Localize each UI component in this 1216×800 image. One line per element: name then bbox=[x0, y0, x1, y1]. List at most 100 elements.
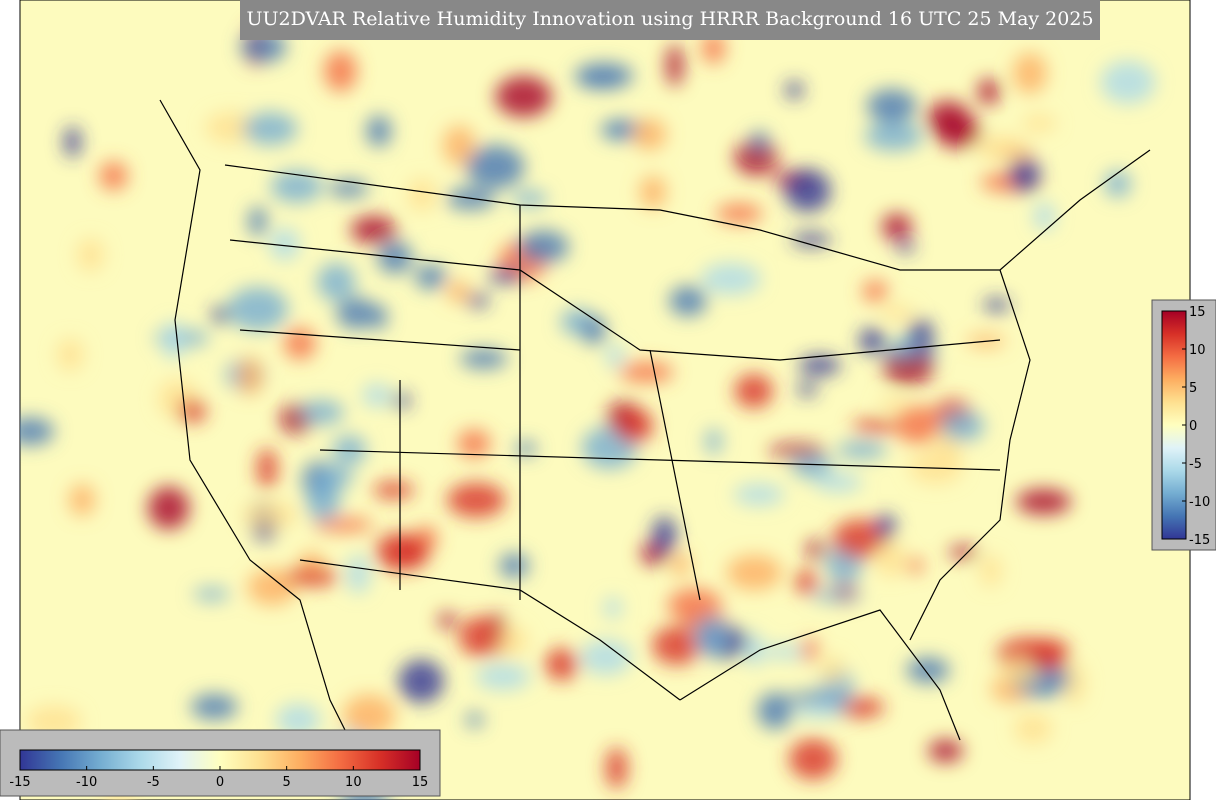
field-blob bbox=[488, 268, 523, 284]
title-box bbox=[240, 0, 1100, 40]
field-blob bbox=[580, 639, 632, 675]
border bbox=[224, 149, 1151, 271]
tick-label: -5 bbox=[147, 775, 160, 790]
field-blob bbox=[544, 648, 579, 681]
field-blob bbox=[802, 638, 819, 662]
field-blob bbox=[733, 484, 785, 506]
field-blob bbox=[810, 589, 863, 602]
field-blob bbox=[875, 513, 896, 540]
field-blob bbox=[211, 306, 230, 324]
field-blob bbox=[446, 280, 470, 303]
field-blob bbox=[475, 663, 531, 690]
tick-label: 15 bbox=[412, 775, 429, 790]
field-blob bbox=[370, 304, 388, 330]
field-blob bbox=[443, 125, 476, 166]
field-blob bbox=[791, 452, 833, 479]
field-blob bbox=[705, 428, 722, 455]
field-blob bbox=[928, 739, 963, 763]
field-blob bbox=[324, 50, 357, 92]
field-blob bbox=[227, 287, 288, 331]
field-blob bbox=[306, 478, 341, 522]
field-blob bbox=[1100, 61, 1156, 104]
tick-label: 10 bbox=[1189, 343, 1206, 358]
field-blob bbox=[465, 145, 525, 189]
field-blob bbox=[702, 32, 725, 64]
field-blob bbox=[299, 400, 344, 425]
field-blob bbox=[1022, 114, 1057, 132]
field-blob bbox=[671, 552, 690, 577]
east-coast bbox=[909, 269, 1031, 641]
tick-label: -5 bbox=[1189, 457, 1202, 472]
field-blob bbox=[821, 655, 844, 686]
field-blob bbox=[798, 355, 841, 376]
field-blob bbox=[895, 405, 942, 444]
field-blob bbox=[980, 555, 1002, 587]
field-blob bbox=[1013, 52, 1047, 94]
field-blob bbox=[795, 569, 818, 595]
field-blob bbox=[162, 321, 184, 360]
field-blob bbox=[284, 327, 316, 360]
field-blob bbox=[392, 393, 411, 409]
field-blob bbox=[1104, 170, 1131, 198]
field-blob bbox=[701, 263, 761, 295]
field-blob bbox=[734, 140, 778, 176]
field-blob bbox=[465, 712, 484, 728]
field-blob bbox=[832, 519, 888, 559]
field-blob bbox=[882, 351, 935, 385]
field-blob bbox=[716, 203, 763, 224]
field-blob bbox=[458, 616, 501, 657]
coastline bbox=[159, 99, 361, 761]
field-blob bbox=[862, 280, 888, 303]
field-blob bbox=[768, 443, 826, 458]
field-blob bbox=[178, 399, 207, 423]
tick-label: 10 bbox=[345, 775, 362, 790]
field-blob bbox=[604, 597, 622, 619]
field-blob bbox=[269, 228, 300, 261]
field-blob bbox=[1016, 489, 1072, 515]
field-blob bbox=[342, 694, 396, 737]
field-blob bbox=[257, 448, 278, 489]
field-blob bbox=[983, 298, 1010, 312]
field-blob bbox=[864, 121, 923, 151]
field-blob bbox=[785, 81, 804, 100]
field-blob bbox=[460, 349, 508, 369]
field-blob bbox=[407, 178, 437, 212]
field-blob bbox=[237, 357, 263, 396]
field-blob bbox=[398, 659, 444, 704]
innovation-field bbox=[20, 24, 1156, 800]
field-blob bbox=[605, 747, 628, 789]
field-blob bbox=[999, 658, 1038, 686]
field-blob bbox=[1033, 202, 1056, 231]
field-blob bbox=[247, 568, 297, 606]
field-blob bbox=[1014, 713, 1052, 744]
field-blob bbox=[492, 625, 528, 657]
field-blob bbox=[666, 44, 683, 87]
field-blob bbox=[667, 588, 722, 623]
field-blob bbox=[975, 135, 1028, 160]
field-blob bbox=[495, 75, 552, 118]
field-blob bbox=[652, 516, 677, 556]
field-blob bbox=[792, 704, 846, 719]
field-blob bbox=[852, 419, 898, 433]
field-blob bbox=[332, 435, 367, 465]
field-blob bbox=[328, 180, 369, 197]
field-blob bbox=[1009, 157, 1041, 192]
tick-label: 15 bbox=[1189, 305, 1206, 320]
field-blob bbox=[350, 215, 397, 244]
field-blob bbox=[362, 383, 391, 407]
field-blob bbox=[242, 501, 298, 529]
field-blob bbox=[615, 408, 654, 444]
colorbars: 15 10 5 0 -5 -10 -15 -15 -10 -5 0 5 10 15 bbox=[9, 305, 1210, 790]
boundaries bbox=[159, 99, 1151, 761]
map-title: UU2DVAR Relative Humidity Innovation usi… bbox=[246, 8, 1093, 30]
field-blob bbox=[512, 190, 548, 207]
tick-label: 5 bbox=[1189, 381, 1197, 396]
field-blob bbox=[906, 557, 924, 574]
field-blob bbox=[652, 626, 701, 665]
field-blob bbox=[895, 240, 915, 253]
state-lines bbox=[229, 239, 1001, 601]
tick-label: 0 bbox=[1189, 419, 1197, 434]
field-blob bbox=[1029, 638, 1070, 671]
field-blob bbox=[859, 327, 886, 355]
